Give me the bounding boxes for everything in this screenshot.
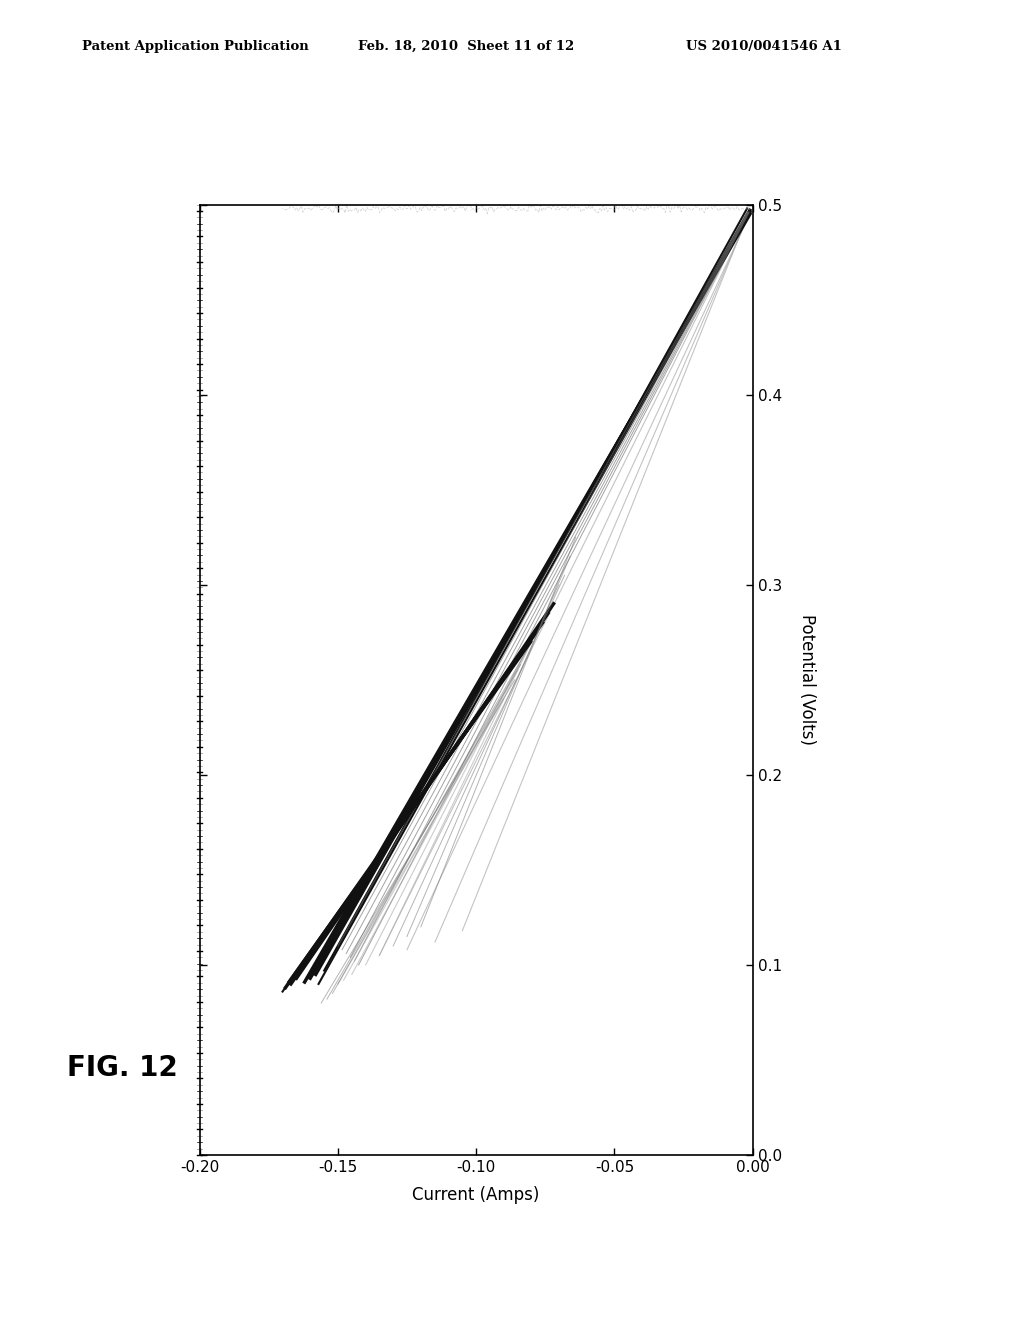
Y-axis label: Potential (Volts): Potential (Volts) <box>799 614 816 746</box>
Text: Patent Application Publication: Patent Application Publication <box>82 40 308 53</box>
Text: US 2010/0041546 A1: US 2010/0041546 A1 <box>686 40 842 53</box>
X-axis label: Current (Amps): Current (Amps) <box>413 1185 540 1204</box>
Text: Feb. 18, 2010  Sheet 11 of 12: Feb. 18, 2010 Sheet 11 of 12 <box>358 40 574 53</box>
Text: FIG. 12: FIG. 12 <box>67 1053 177 1082</box>
